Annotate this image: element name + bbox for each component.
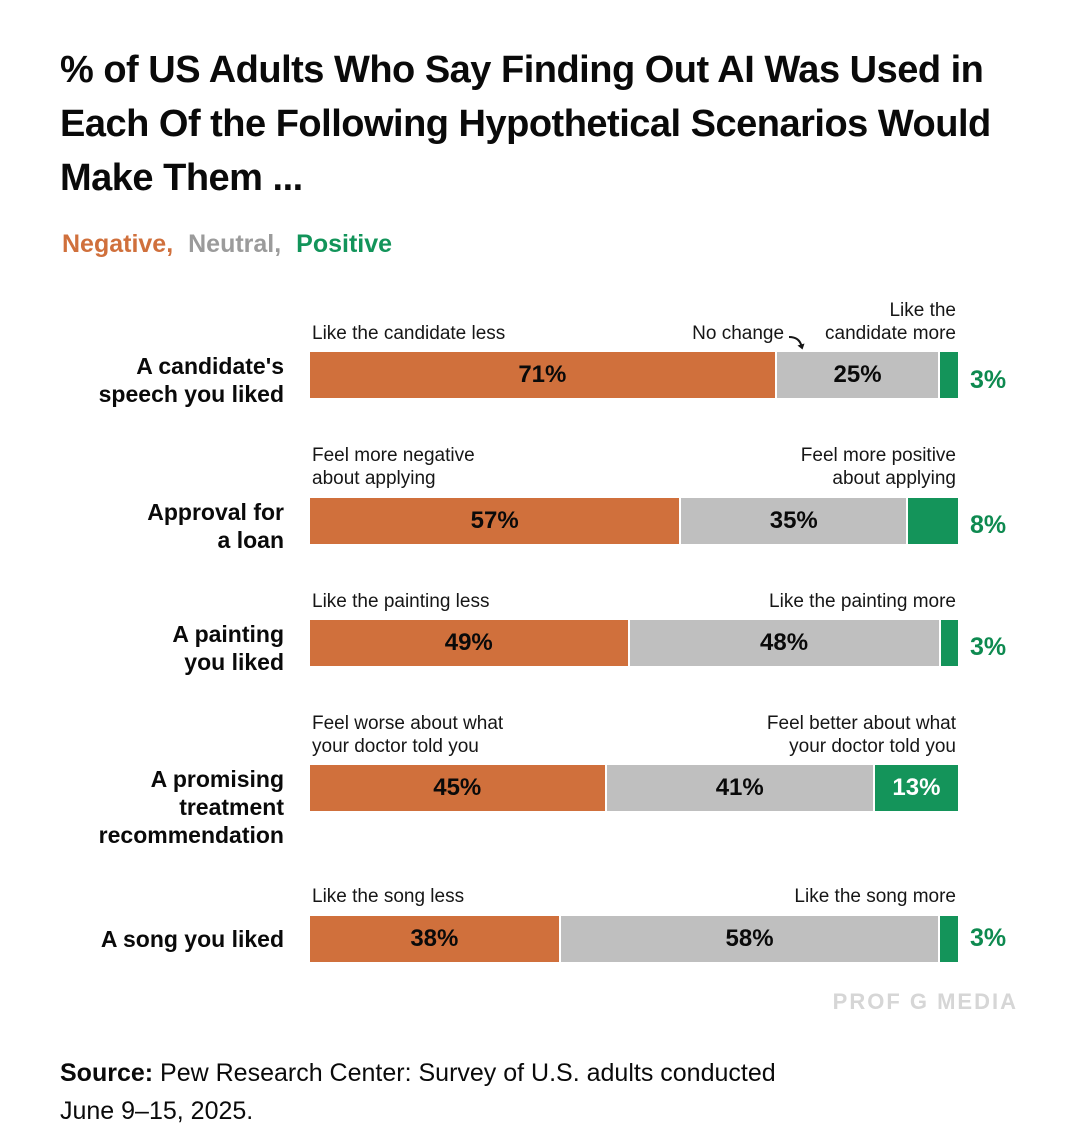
annotation-bar: Feel more negative about applying Feel mo… <box>310 444 958 490</box>
watermark: PROF G MEDIA <box>832 989 1018 1014</box>
annotation-bar: Like the song less Like the song more <box>310 885 958 908</box>
stacked-bar: 38% 58% <box>310 915 958 962</box>
segment-value: 35% <box>769 506 818 534</box>
bar-segment-neutral: 48% <box>627 619 939 666</box>
annotation-left: Like the painting less <box>312 590 490 612</box>
annotation-left: Feel worse about what your doctor told y… <box>312 713 504 758</box>
annotation-right: Like the candidate more <box>825 299 956 345</box>
segment-value: 48% <box>760 628 809 656</box>
category-label: A painting you liked <box>172 620 284 675</box>
annotation-bar: Like the painting less Like the painting … <box>310 590 958 613</box>
chart-row: Like the painting less Like the painting … <box>60 590 1024 676</box>
annotation-right: Like the song more <box>794 886 956 908</box>
category-label: A promising treatment recommendation <box>98 766 284 849</box>
outside-value: 3% <box>970 924 1007 953</box>
annotation-left: Like the song less <box>312 886 465 908</box>
segment-value: 13% <box>892 774 941 802</box>
legend-item-negative: Negative, <box>62 229 174 258</box>
annotation-right-group: Like the song more <box>794 885 956 908</box>
stacked-bar: 71% 25% <box>310 352 958 399</box>
category-label: A candidate's speech you liked <box>98 353 284 408</box>
category-label: A song you liked <box>100 925 284 952</box>
bar-segment-negative: 45% <box>310 765 605 812</box>
bar-segment-negative: 49% <box>310 619 628 666</box>
bar-segment-neutral: 58% <box>558 915 939 962</box>
bar-segment-negative: 38% <box>310 915 559 962</box>
annotation-right-group: Feel more positive about applying <box>801 444 956 490</box>
segment-value: 58% <box>725 924 774 952</box>
source: Source: Pew Research Center: Survey of U… <box>60 1018 890 1130</box>
annotation-left: Feel more negative about applying <box>312 445 475 490</box>
chart-row: Feel more negative about applying Feel mo… <box>60 444 1024 553</box>
source-text: Pew Research Center: Survey of U.S. adul… <box>60 1059 776 1125</box>
stacked-bar: 49% 48% <box>310 619 958 666</box>
bar-segment-neutral: 25% <box>774 352 939 399</box>
chart-row: Like the song less Like the song more A so… <box>60 885 1024 962</box>
annotation-no-change: No change <box>692 322 807 350</box>
annotation-bar: Feel worse about what your doctor told y… <box>310 712 958 758</box>
category-label: Approval for a loan <box>147 498 284 553</box>
bar-segment-positive <box>938 352 958 399</box>
chart-row: Feel worse about what your doctor told y… <box>60 712 1024 849</box>
stacked-bar: 45% 41% 13% <box>310 765 958 812</box>
source-prefix: Source: <box>60 1059 154 1088</box>
bar-segment-negative: 71% <box>310 352 775 399</box>
stacked-bar: 57% 35% <box>310 497 958 544</box>
segment-value: 25% <box>833 361 882 389</box>
stacked-bar-chart: Like the candidate less No change Like the… <box>60 299 1024 962</box>
chart-row: Like the candidate less No change Like the… <box>60 299 1024 408</box>
bar-segment-positive <box>938 915 958 962</box>
bar-segment-negative: 57% <box>310 497 680 544</box>
segment-value: 57% <box>470 506 519 534</box>
bar-segment-positive <box>938 619 958 666</box>
outside-value: 3% <box>970 633 1007 662</box>
annotation-right-group: Feel better about what your doctor told … <box>767 712 956 758</box>
annotation-right-group: Like the painting more <box>769 590 956 613</box>
segment-value: 71% <box>518 361 567 389</box>
segment-value: 38% <box>410 924 459 952</box>
annotation-left: Like the candidate less <box>312 323 506 345</box>
segment-value: 49% <box>444 628 493 656</box>
bar-segment-neutral: 35% <box>679 497 907 544</box>
bar-segment-positive: 13% <box>872 765 958 812</box>
annotation-right-group: No change Like the candidate more <box>692 299 956 350</box>
annotation-right: Feel more positive about applying <box>800 445 956 490</box>
outside-value: 3% <box>970 365 1007 394</box>
bar-segment-positive <box>906 497 958 544</box>
bar-segment-neutral: 41% <box>604 765 873 812</box>
outside-value: 8% <box>970 511 1007 540</box>
legend-item-positive: Positive <box>296 229 393 258</box>
annotation-right: Like the painting more <box>769 590 956 612</box>
legend: Negative, Neutral, Positive <box>62 230 1024 259</box>
annotation-right: Feel better about what your doctor told … <box>766 713 956 758</box>
legend-item-neutral: Neutral, <box>188 229 282 258</box>
segment-value: 41% <box>715 774 764 802</box>
annotation-bar: Like the candidate less No change Like the… <box>310 299 958 350</box>
no-change-arrow-icon <box>788 336 805 350</box>
segment-value: 45% <box>433 774 482 802</box>
chart-title: % of US Adults Who Say Finding Out AI Wa… <box>60 49 991 199</box>
